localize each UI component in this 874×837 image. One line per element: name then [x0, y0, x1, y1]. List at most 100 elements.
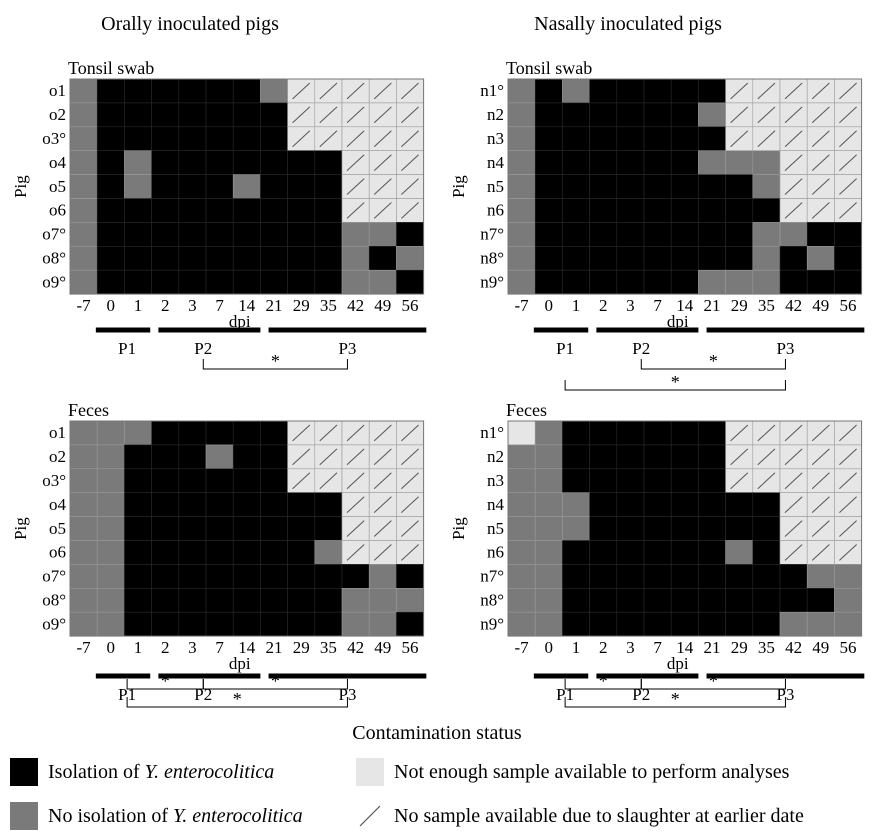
heatmap-cell	[562, 126, 590, 152]
heatmap-cell	[232, 150, 261, 175]
heatmap-cell	[232, 468, 261, 493]
heatmap-cell	[314, 246, 343, 271]
heatmap-cell	[260, 246, 288, 271]
significance-bracket	[202, 359, 348, 370]
heatmap-cell	[151, 468, 180, 493]
no-sample-slash	[401, 154, 419, 171]
heatmap-cell	[698, 150, 726, 175]
x-tick-label: 29	[293, 296, 310, 315]
heatmap-cell	[260, 150, 288, 175]
no-sample-slash	[346, 544, 365, 561]
legend-title: Contamination status	[352, 722, 522, 744]
heatmap-cell	[287, 150, 316, 175]
no-sample-slash	[373, 106, 392, 124]
period-bar	[706, 673, 865, 679]
heatmap-cell	[69, 78, 98, 104]
heatmap-cell	[205, 269, 234, 295]
y-tick-label: n6	[487, 201, 504, 220]
y-tick-label: o5	[49, 519, 66, 538]
heatmap-cell	[124, 174, 152, 199]
heatmap-cell	[670, 78, 699, 104]
heatmap-cell	[616, 420, 645, 446]
no-sample-slash	[757, 130, 776, 148]
heatmap-cell	[507, 174, 536, 199]
x-tick-label: 35	[320, 638, 337, 657]
heatmap-cell	[616, 516, 645, 541]
heatmap-cell	[643, 150, 672, 175]
heatmap-cell	[287, 174, 316, 199]
heatmap-cell	[507, 102, 536, 128]
heatmap-cell	[834, 587, 862, 613]
significance-marker: *	[271, 351, 280, 371]
no-sample-slash	[292, 448, 311, 466]
heatmap-cell	[178, 198, 207, 223]
heatmap-cell	[205, 246, 234, 271]
heatmap-cell	[232, 611, 261, 637]
heatmap-cell	[507, 150, 536, 175]
period-bar	[533, 327, 589, 333]
heatmap-cell	[205, 78, 234, 104]
heatmap-cell	[178, 420, 207, 446]
no-sample-slash	[784, 424, 803, 442]
y-tick-label: n9°	[480, 272, 504, 291]
heatmap-cell	[562, 420, 590, 446]
no-sample-slash	[784, 448, 803, 466]
legend-item-no-sample: No sample available due to slaughter at …	[356, 802, 804, 830]
x-tick-label: 3	[626, 638, 635, 657]
heatmap-cell	[341, 269, 370, 295]
heatmap-cell	[287, 516, 316, 541]
no-sample-slash	[839, 496, 857, 513]
heatmap-cell	[178, 269, 207, 295]
heatmap-cell	[806, 222, 835, 247]
no-sample-slash	[319, 472, 338, 490]
heatmap-cell	[205, 564, 234, 589]
no-sample-slash	[401, 496, 419, 513]
heatmap-cell	[507, 492, 536, 517]
no-sample-slash	[839, 106, 857, 124]
heatmap-cell	[779, 222, 808, 247]
heatmap-cell	[96, 126, 125, 152]
heatmap-cell	[589, 516, 618, 541]
period-bar	[95, 327, 151, 333]
x-axis-label: dpi	[667, 312, 689, 331]
heatmap-cell	[151, 269, 180, 295]
heatmap-cell	[507, 516, 536, 541]
heatmap-cell	[396, 611, 424, 637]
x-tick-label: 3	[188, 638, 197, 657]
heatmap-cell	[96, 611, 125, 637]
heatmap-cell	[205, 126, 234, 152]
y-tick-label: n5	[487, 519, 504, 538]
legend-swatch-isolation	[10, 758, 38, 786]
heatmap-cell	[260, 78, 288, 104]
heatmap-cell	[725, 492, 754, 517]
no-sample-slash	[757, 448, 776, 466]
heatmap-cell	[507, 444, 536, 470]
heatmap-cell	[725, 222, 754, 247]
heatmap-cell	[124, 222, 152, 247]
x-tick-label: 7	[215, 638, 224, 657]
y-tick-label: o8°	[42, 591, 66, 610]
x-tick-label: 3	[626, 296, 635, 315]
period-label: P1	[118, 339, 136, 358]
no-sample-slash	[373, 472, 392, 490]
heatmap-cell	[396, 222, 424, 247]
no-sample-slash	[839, 544, 857, 561]
heatmap-cell	[806, 564, 835, 589]
period-bar	[596, 673, 699, 679]
heatmap-cell	[752, 246, 781, 271]
heatmap-cell	[643, 420, 672, 446]
no-sample-slash	[784, 472, 803, 490]
y-tick-label: o9°	[42, 272, 66, 291]
heatmap-cell	[562, 587, 590, 613]
heatmap-cell	[562, 150, 590, 175]
no-sample-slash	[811, 82, 830, 100]
heatmap-cell	[589, 269, 618, 295]
heatmap-cell	[507, 540, 536, 565]
no-sample-slash	[839, 82, 857, 100]
period-bar	[706, 327, 865, 333]
panel-title: Feces	[68, 400, 109, 420]
y-tick-label: o7°	[42, 225, 66, 244]
heatmap-cell	[314, 611, 343, 637]
heatmap-cell	[616, 269, 645, 295]
heatmap-cell	[341, 611, 370, 637]
